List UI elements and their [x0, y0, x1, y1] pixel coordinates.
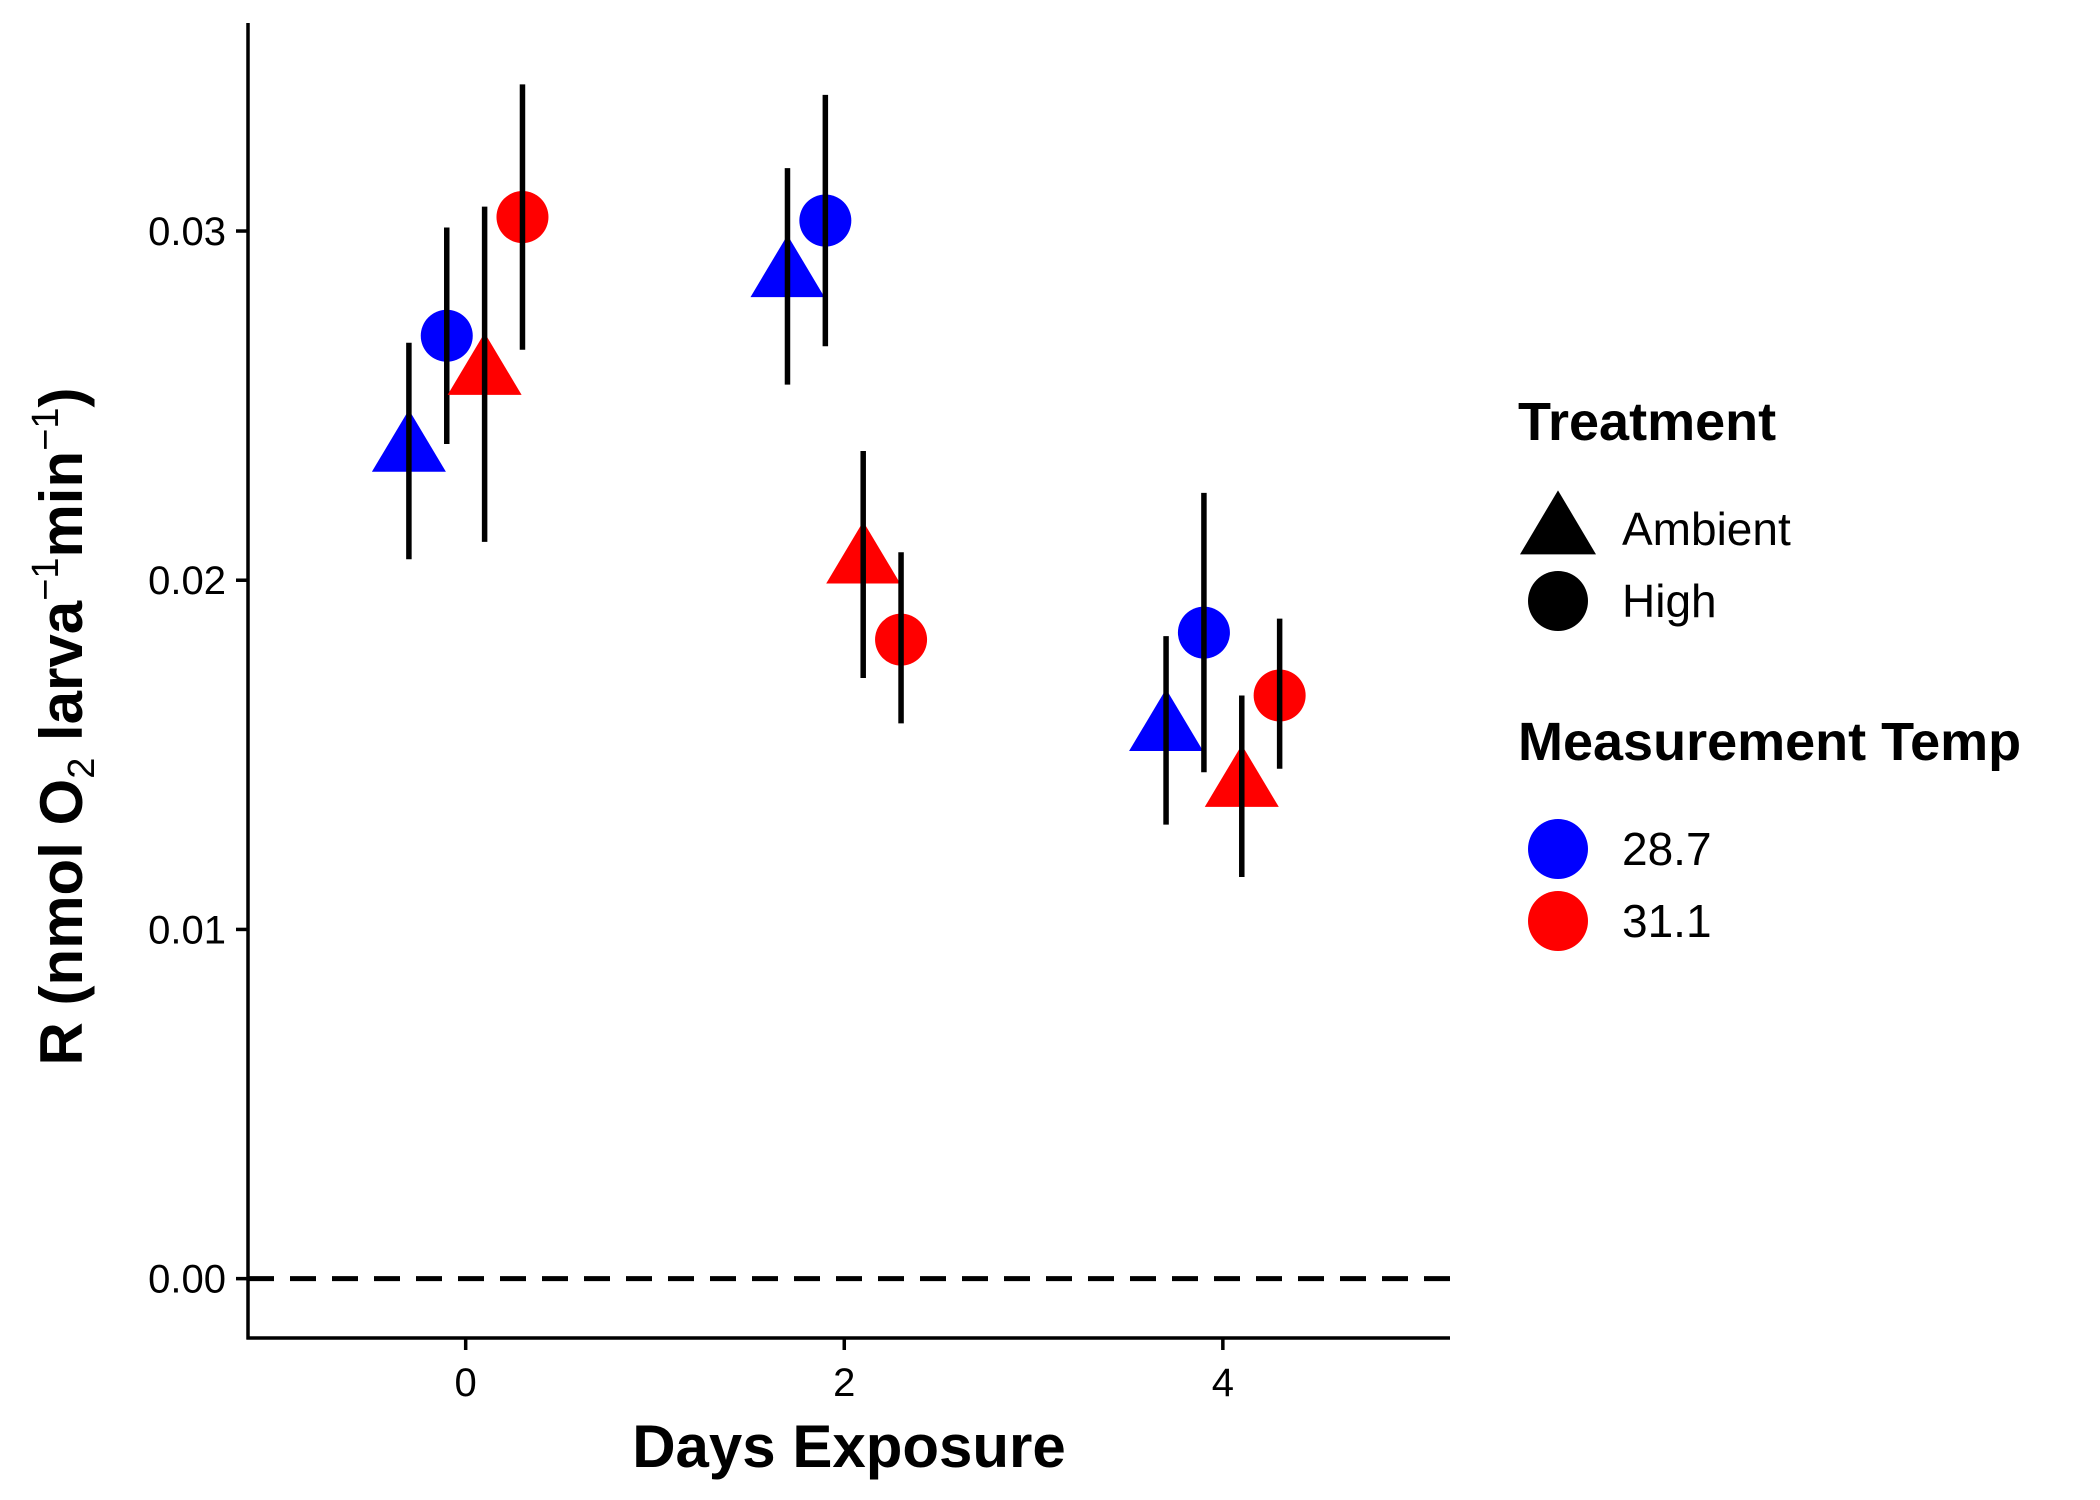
y-tick-label: 0.01 [148, 908, 226, 952]
legend-label: High [1622, 575, 1717, 627]
legend-group-treatment: Treatment Ambient High [1518, 392, 1791, 631]
data-point-day0-ambient-31_1 [447, 206, 522, 542]
data-point-day2-ambient-28_7 [750, 168, 825, 385]
x-tick-label: 0 [455, 1361, 477, 1405]
legend-label: 31.1 [1622, 895, 1712, 947]
y-axis-title-part: min [28, 451, 95, 558]
y-axis-title-part: −1 [25, 558, 67, 601]
data-point-day0-high-28_7 [420, 227, 473, 445]
legend-key-circle [1528, 571, 1588, 631]
data-point-day2-high-28_7 [799, 94, 852, 347]
data-point-day4-high-28_7 [1177, 492, 1230, 773]
legend-group-measurement-temp: Measurement Temp 28.7 31.1 [1518, 712, 2021, 951]
y-axis-title: R (nmol O2 larva−1min−1) [25, 388, 103, 1066]
legend-label: Ambient [1622, 503, 1791, 555]
legend-entry-31_1: 31.1 [1528, 891, 1712, 951]
x-axis-title: Days Exposure [632, 1413, 1066, 1480]
y-tick-label: 0.03 [148, 210, 226, 254]
y-axis-title-text: R (nmol O2 larva−1min−1) [25, 388, 103, 1066]
legend-label: 28.7 [1622, 823, 1712, 875]
legend-title: Treatment [1518, 392, 1776, 452]
y-tick-label: 0.00 [148, 1258, 226, 1302]
legend-key-color [1528, 891, 1588, 951]
legend-key-triangle [1520, 490, 1596, 555]
data-point-day0-high-31_1 [496, 84, 549, 350]
legend-key-color [1528, 819, 1588, 879]
x-tick-label: 4 [1212, 1361, 1234, 1405]
legend-entry-ambient: Ambient [1520, 490, 1791, 555]
y-axis-title-part: −1 [25, 408, 67, 451]
data-point-day4-ambient-31_1 [1204, 695, 1279, 878]
y-axis-title-part: ) [28, 388, 95, 408]
y-tick-label: 0.02 [148, 559, 226, 603]
data-point-day4-high-31_1 [1253, 618, 1306, 769]
legend-entry-28_7: 28.7 [1528, 819, 1712, 879]
y-axis-title-part: 2 [61, 758, 103, 779]
legend-entry-high: High [1528, 571, 1717, 631]
x-tick-label: 2 [833, 1361, 855, 1405]
y-axis-title-part: R (nmol O [28, 779, 95, 1066]
plot-area: 0.00 0.01 0.02 0.03 0 2 4 [148, 23, 1450, 1405]
data-point-day4-ambient-28_7 [1129, 636, 1204, 825]
legend: Treatment Ambient High Measurement Temp 28.7… [1518, 392, 2021, 951]
data-point-day2-ambient-31_1 [826, 451, 901, 679]
data-point-day2-high-31_1 [875, 552, 928, 724]
y-axis-title-part: larva [28, 600, 95, 757]
legend-title: Measurement Temp [1518, 712, 2021, 772]
data-point-day0-ambient-28_7 [371, 342, 446, 560]
